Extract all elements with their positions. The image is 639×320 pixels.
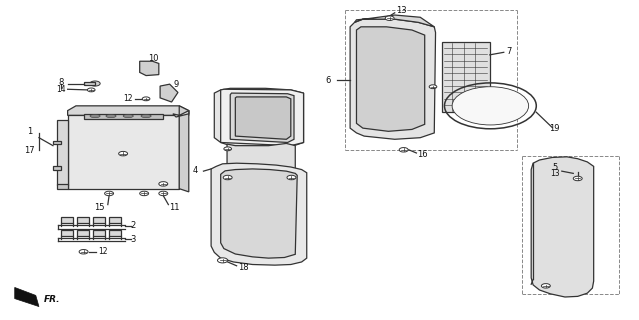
Circle shape — [159, 191, 168, 196]
Text: 14: 14 — [56, 85, 66, 94]
Text: 13: 13 — [551, 169, 560, 178]
Polygon shape — [227, 143, 295, 173]
Polygon shape — [442, 42, 489, 112]
Circle shape — [159, 182, 168, 186]
Circle shape — [385, 16, 394, 20]
Circle shape — [399, 148, 408, 152]
Polygon shape — [173, 111, 189, 117]
Circle shape — [224, 147, 231, 151]
Circle shape — [573, 176, 582, 181]
Polygon shape — [84, 114, 164, 119]
Circle shape — [88, 88, 95, 92]
Polygon shape — [140, 61, 159, 76]
Ellipse shape — [123, 115, 134, 118]
Polygon shape — [235, 97, 291, 139]
Text: 15: 15 — [95, 203, 105, 212]
Text: FR.: FR. — [44, 295, 61, 304]
Text: 19: 19 — [549, 124, 559, 133]
Text: 1: 1 — [27, 127, 32, 136]
Polygon shape — [53, 141, 61, 144]
Circle shape — [541, 284, 550, 288]
Polygon shape — [355, 15, 435, 27]
Circle shape — [140, 191, 149, 196]
Polygon shape — [61, 217, 73, 223]
Polygon shape — [179, 106, 189, 192]
Ellipse shape — [141, 115, 151, 118]
Polygon shape — [57, 120, 68, 186]
Polygon shape — [68, 116, 179, 189]
Circle shape — [119, 151, 128, 156]
Text: 4: 4 — [193, 166, 198, 175]
Polygon shape — [84, 82, 95, 85]
Polygon shape — [220, 169, 297, 258]
Text: 10: 10 — [148, 53, 159, 62]
Polygon shape — [93, 230, 105, 236]
Text: 3: 3 — [130, 235, 136, 244]
Circle shape — [79, 250, 88, 254]
Text: 2: 2 — [131, 221, 136, 230]
Polygon shape — [61, 230, 73, 236]
Text: 16: 16 — [417, 150, 428, 159]
Circle shape — [287, 175, 296, 180]
Text: 18: 18 — [238, 262, 249, 272]
Text: 8: 8 — [59, 78, 64, 87]
Circle shape — [223, 175, 232, 180]
Polygon shape — [214, 88, 304, 147]
Text: 9: 9 — [173, 80, 179, 89]
Text: 5: 5 — [553, 164, 558, 172]
Text: 7: 7 — [506, 46, 512, 56]
Circle shape — [105, 191, 114, 196]
Polygon shape — [93, 217, 105, 223]
Polygon shape — [68, 106, 189, 116]
Polygon shape — [531, 157, 594, 297]
Polygon shape — [57, 184, 68, 189]
Text: 13: 13 — [396, 6, 406, 15]
Text: 6: 6 — [326, 76, 331, 85]
Circle shape — [142, 97, 150, 101]
Polygon shape — [15, 287, 39, 307]
Polygon shape — [230, 93, 294, 142]
Circle shape — [217, 258, 227, 263]
Polygon shape — [109, 230, 121, 236]
Polygon shape — [77, 217, 89, 223]
Polygon shape — [357, 27, 425, 131]
Text: 12: 12 — [98, 247, 107, 256]
Polygon shape — [350, 19, 436, 139]
Text: 12: 12 — [123, 94, 133, 103]
Circle shape — [452, 87, 528, 125]
Polygon shape — [220, 89, 304, 146]
Polygon shape — [211, 163, 307, 265]
Text: 17: 17 — [24, 146, 35, 155]
Ellipse shape — [106, 115, 116, 118]
Circle shape — [429, 85, 437, 89]
Polygon shape — [77, 230, 89, 236]
Circle shape — [90, 81, 100, 86]
Polygon shape — [109, 217, 121, 223]
Text: 11: 11 — [169, 203, 180, 212]
Polygon shape — [53, 166, 61, 170]
Ellipse shape — [90, 115, 100, 118]
Polygon shape — [160, 84, 178, 102]
